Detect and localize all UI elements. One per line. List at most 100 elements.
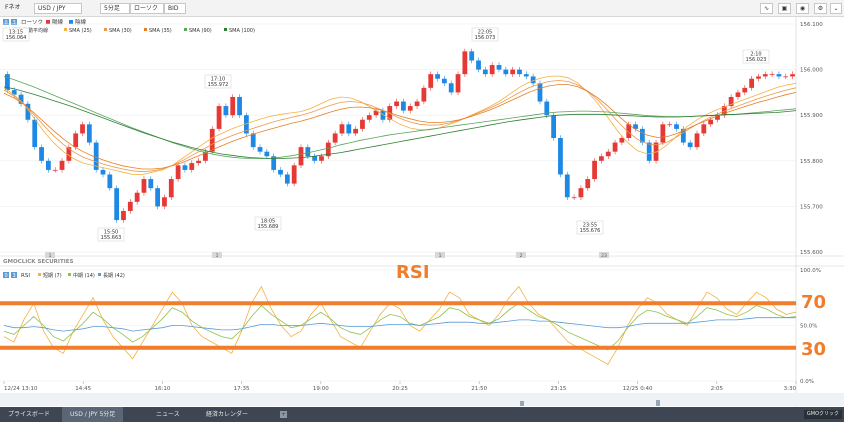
candle-body bbox=[735, 92, 741, 97]
rsi-legend-swatch bbox=[98, 273, 101, 276]
time-tick-label: 12/25 0:40 bbox=[623, 386, 653, 392]
candle-body bbox=[414, 101, 420, 107]
rsi-tick-label: 50.0% bbox=[800, 324, 817, 330]
candle-body bbox=[182, 165, 188, 170]
legend-badge-text: 3 bbox=[13, 20, 16, 26]
candle-body bbox=[489, 65, 495, 75]
price-callout-price: 156.064 bbox=[6, 35, 27, 41]
candle-body bbox=[148, 179, 154, 189]
candle-body bbox=[537, 83, 543, 102]
price-callout-time: 22:05 bbox=[478, 30, 492, 36]
event-marker bbox=[45, 252, 55, 258]
candle-body bbox=[305, 147, 311, 157]
event-marker-label: 1 bbox=[439, 253, 442, 259]
candle-body bbox=[585, 179, 591, 189]
candle-body bbox=[455, 74, 461, 93]
candle-body bbox=[790, 74, 795, 77]
sma-legend-label: SMA (35) bbox=[149, 28, 172, 34]
price-callout-price: 155.972 bbox=[208, 82, 229, 88]
candle-body bbox=[680, 128, 686, 143]
price-type-select[interactable]: BID bbox=[164, 3, 186, 14]
legend-badge bbox=[11, 272, 17, 278]
time-tick-label: 16:10 bbox=[154, 386, 170, 392]
price-callout-price: 156.073 bbox=[475, 35, 496, 41]
chevron-down-icon[interactable]: ⌄ bbox=[830, 3, 842, 14]
candle-body bbox=[339, 124, 345, 134]
candle-body bbox=[196, 160, 201, 164]
candle-body bbox=[626, 124, 632, 138]
candle-body bbox=[203, 151, 208, 161]
sma-legend-swatch bbox=[104, 28, 107, 31]
candle-body bbox=[530, 76, 536, 84]
status-badge: GMOクリック bbox=[803, 410, 842, 419]
time-tick-label: 19:00 bbox=[313, 386, 329, 392]
candle-body bbox=[52, 169, 58, 171]
sma-line bbox=[3, 84, 797, 170]
candle-body bbox=[230, 96, 236, 116]
time-tick-label: 12/24 13:10 bbox=[4, 386, 38, 392]
chart-toolbar: Fネオ USD / JPY 5分足 ローソク BID ∿ ▣ ◉ ⚙ ⌄ bbox=[0, 0, 844, 17]
camera-icon[interactable]: ◉ bbox=[796, 3, 809, 14]
navigator-minimap[interactable] bbox=[0, 393, 844, 406]
candle-body bbox=[721, 106, 727, 116]
event-marker bbox=[599, 252, 609, 258]
candle-body bbox=[551, 115, 557, 138]
candle-body bbox=[373, 110, 379, 116]
candle-body bbox=[517, 69, 522, 75]
rsi-line bbox=[3, 317, 796, 332]
sma-legend-swatch bbox=[224, 28, 227, 31]
sma-legend-swatch bbox=[64, 28, 67, 31]
sma-legend-label: SMA (100) bbox=[229, 28, 255, 34]
level-30-annotation: 30 bbox=[801, 339, 826, 360]
minimap-spike bbox=[520, 401, 524, 406]
candle-body bbox=[319, 156, 324, 161]
symbol-select[interactable]: USD / JPY bbox=[34, 3, 82, 14]
candle-body bbox=[708, 119, 714, 125]
legend-badge bbox=[11, 19, 17, 25]
event-marker bbox=[516, 252, 526, 258]
rsi-legend-label: 長期 (42) bbox=[103, 273, 125, 279]
sma-legend-swatch bbox=[184, 28, 187, 31]
tab-economic-calendar[interactable]: 経済カレンダー bbox=[206, 411, 249, 418]
candle-body bbox=[564, 174, 570, 198]
candle-body bbox=[401, 101, 406, 111]
candle-body bbox=[5, 74, 10, 91]
price-callout-time: 17:10 bbox=[211, 77, 225, 83]
candle-body bbox=[243, 115, 249, 134]
interval-select[interactable]: 5分足 bbox=[100, 3, 130, 14]
time-tick-label: 21:50 bbox=[471, 386, 487, 392]
candle-body bbox=[674, 124, 679, 129]
candle-body bbox=[121, 210, 126, 221]
screenshot-icon[interactable]: ▣ bbox=[778, 3, 791, 14]
candle-body bbox=[544, 101, 550, 116]
add-tab-button[interactable]: + bbox=[280, 411, 287, 418]
tab-usdjpy-chart[interactable]: USD / JPY 5分足 bbox=[62, 407, 124, 422]
rsi-legend-swatch bbox=[38, 273, 41, 276]
candle-body bbox=[25, 103, 31, 120]
event-marker-label: 23 bbox=[601, 253, 607, 259]
line-tool-icon[interactable]: ∿ bbox=[760, 3, 773, 14]
up-swatch bbox=[46, 20, 50, 24]
candle-body bbox=[100, 169, 106, 175]
settings-icon[interactable]: ⚙ bbox=[814, 3, 827, 14]
legend-badge bbox=[3, 272, 9, 278]
price-callout-box bbox=[576, 220, 604, 235]
time-tick-label: 23:15 bbox=[550, 386, 566, 392]
chart-type-select[interactable]: ローソク bbox=[130, 3, 164, 14]
candle-body bbox=[578, 188, 584, 198]
sma-legend-label: SMA (90) bbox=[189, 28, 212, 34]
chart-area: 0 3 ローソク 陽線 陰線 単純移動平均線 SMA (25) SMA (30) S… bbox=[0, 16, 844, 407]
candle-body bbox=[353, 128, 359, 134]
candle-body bbox=[366, 115, 372, 120]
legend-badge-text: 3 bbox=[13, 273, 16, 279]
price-tick-label: 155.800 bbox=[800, 159, 823, 165]
candle-body bbox=[59, 160, 65, 170]
candle-body bbox=[175, 165, 181, 180]
candle-body bbox=[592, 160, 597, 180]
candle-body bbox=[45, 160, 51, 170]
tab-news[interactable]: ニュース bbox=[156, 411, 180, 418]
rsi-legend-title: RSI bbox=[21, 273, 30, 279]
tab-price-board[interactable]: プライスボード bbox=[8, 411, 50, 418]
candle-body bbox=[687, 142, 693, 148]
candle-body bbox=[742, 87, 748, 93]
